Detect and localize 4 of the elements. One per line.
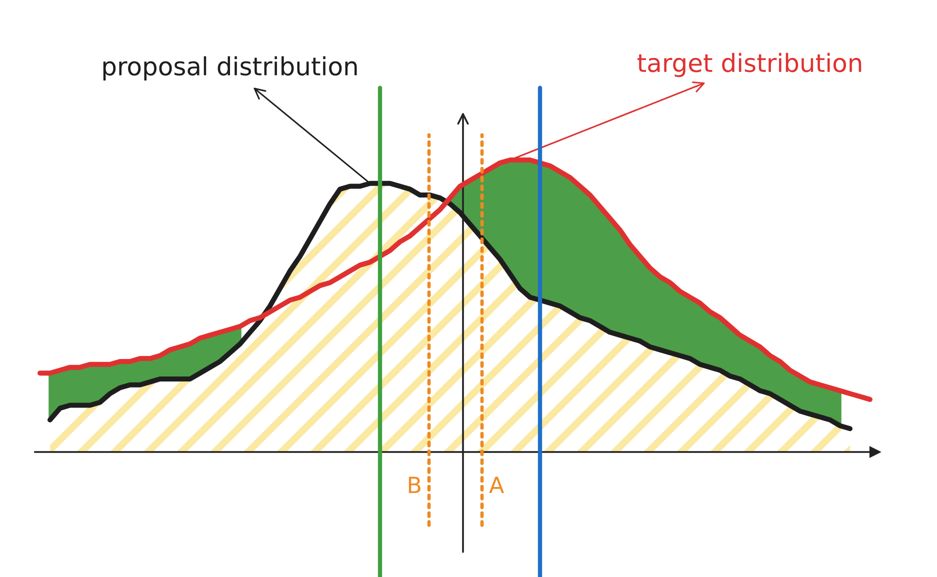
text: target distribution [637, 52, 862, 78]
text: B [408, 476, 420, 494]
text: proposal distribution [103, 56, 357, 80]
text: A [489, 476, 504, 494]
